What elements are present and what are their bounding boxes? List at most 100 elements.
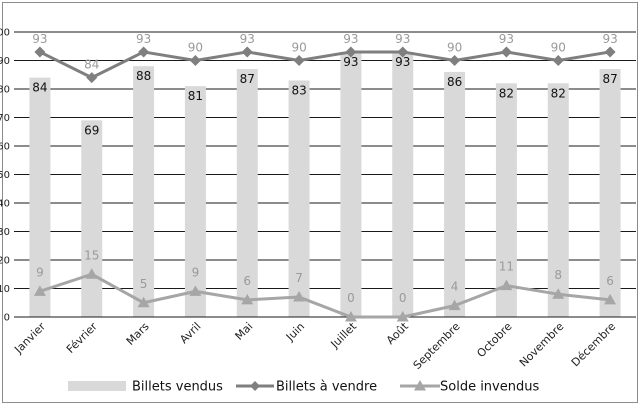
line-data-label: 9 [192,265,200,279]
series-line-billets-a-vendre [39,50,611,80]
line-data-label: 93 [32,32,47,46]
bar [81,120,103,317]
triangle-marker [500,279,513,291]
bar-data-label: 82 [551,86,566,100]
y-tick-label: 30 [0,227,10,238]
diamond-marker [138,46,150,58]
line-data-label: 93 [343,32,358,46]
y-tick-label: 20 [0,256,10,267]
bar-data-label: 84 [32,81,47,95]
bar [288,80,310,317]
bar [133,66,155,317]
line-data-label: 93 [240,32,255,46]
bar [547,83,569,317]
bar-data-label: 87 [240,72,255,86]
legend-swatch-billets-vendus [68,381,126,391]
x-tick-label: Mars [124,320,152,348]
line-data-label: 4 [451,280,459,294]
line-data-label: 8 [554,268,562,282]
diamond-marker [500,46,512,58]
bar-data-label: 88 [136,69,151,83]
bar [184,86,206,318]
diamond-marker [397,46,409,58]
line-data-label: 11 [499,260,514,274]
line-data-label: 90 [291,41,306,55]
bar-data-label: 93 [343,55,358,69]
line-data-label: 0 [399,291,407,305]
x-tick-label: Juin [283,320,307,344]
diamond-marker [86,72,98,84]
line-data-label: 93 [602,32,617,46]
triangle-marker [33,285,46,296]
triangle-marker [137,296,150,308]
line-data-label: 90 [551,41,566,55]
diamond-marker [34,46,46,58]
triangle-marker [448,299,461,311]
legend-label: Billets à vendre [276,380,377,395]
diamond-marker [449,55,461,66]
line-data-label: 6 [606,274,614,288]
diamond-marker [189,55,201,66]
line-data-label: 5 [140,277,148,291]
diamond-marker [552,55,564,66]
triangle-marker [552,288,565,299]
series-line-solde-invendus [39,272,611,319]
line-data-label: 7 [295,271,303,285]
legend-diamond-marker [250,381,260,391]
y-tick-label: 100 [0,28,10,39]
triangle-marker [189,285,202,296]
line-data-label: 0 [347,291,355,305]
x-tick-label: Septembre [411,320,463,372]
x-tick-label: Décembre [569,320,619,370]
y-tick-label: 90 [0,56,10,67]
x-tick-label: Novembre [517,320,567,370]
triangle-marker [396,311,409,322]
diamond-marker [293,55,305,66]
x-tick-label: Avril [177,320,203,346]
y-tick-label: 0 [4,313,10,324]
line-data-label: 9 [36,265,44,279]
line-data-label: 90 [188,41,203,55]
line-data-label: 93 [136,32,151,46]
y-tick-label: 50 [0,170,10,181]
bar [495,83,517,317]
bar [444,71,466,318]
x-tick-label: Février [64,320,100,356]
triangle-marker [604,293,617,305]
line-data-label: 6 [243,274,251,288]
bar-data-label: 87 [602,72,617,86]
legend-triangle-marker [414,380,426,391]
bar-data-label: 86 [447,75,462,89]
line-data-label: 93 [395,32,410,46]
triangle-marker [344,311,357,322]
bar [236,69,258,317]
x-tick-label: Août [384,319,412,347]
x-tick-label: Janvier [11,320,48,357]
diamond-marker [241,46,253,58]
y-tick-label: 70 [0,113,10,124]
bar-data-label: 83 [291,83,306,97]
diamond-marker [604,46,616,58]
bar [392,51,414,317]
legend-label: Billets vendus [132,380,223,395]
x-tick-label: Juillet [328,319,360,351]
line-data-label: 84 [84,58,99,72]
line-data-label: 90 [447,41,462,55]
line-data-label: 15 [84,248,99,262]
triangle-marker [293,291,306,302]
y-tick-label: 40 [0,199,10,210]
x-tick-label: Mai [233,320,256,343]
diamond-marker [345,46,357,58]
x-tick-label: Octobre [474,320,514,360]
bar-data-label: 81 [188,89,203,103]
y-tick-label: 10 [0,284,10,295]
bar-data-label: 82 [499,86,514,100]
legend-label: Solde invendus [440,380,539,395]
y-tick-label: 60 [0,142,10,153]
bar-data-label: 93 [395,55,410,69]
line-data-label: 93 [499,32,514,46]
bar [340,51,362,317]
y-tick-label: 80 [0,85,10,96]
triangle-marker [85,268,98,279]
